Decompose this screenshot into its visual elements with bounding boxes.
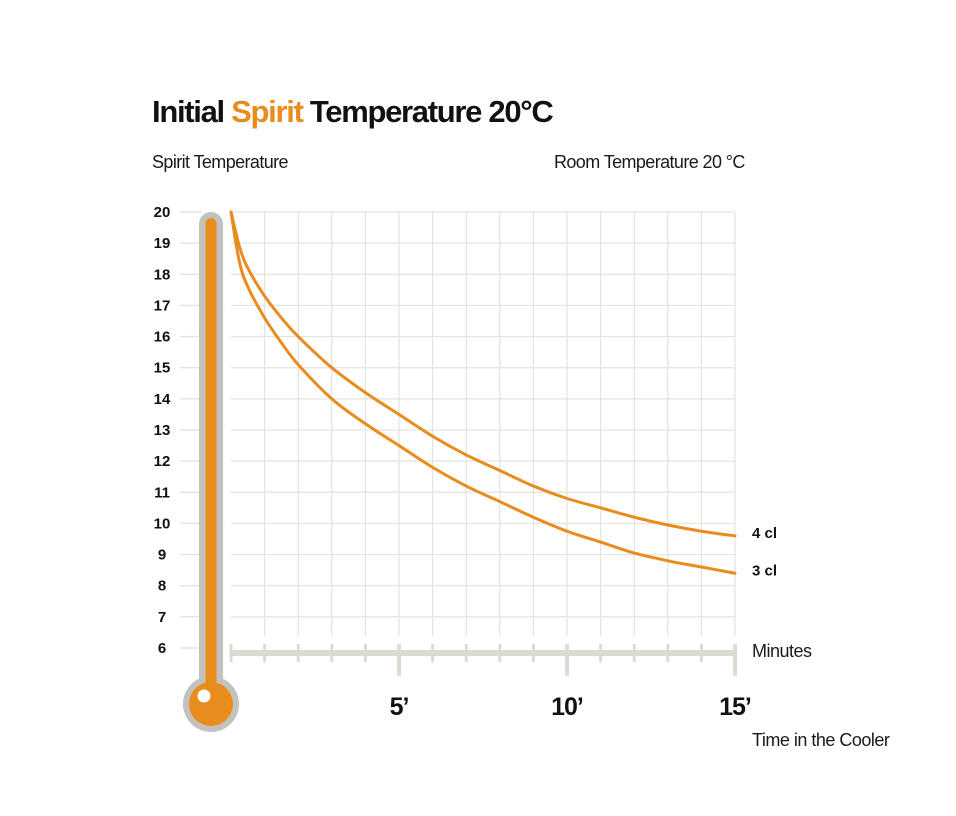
y-tick-label: 18 xyxy=(154,266,171,283)
y-tick-label: 19 xyxy=(154,235,171,252)
title-part-2: Temperature 20°C xyxy=(302,94,554,129)
thermometer-bulb xyxy=(189,682,233,726)
y-axis-ticks: 20 19 18 17 16 15 14 13 12 11 10 9 8 7 6 xyxy=(154,204,171,657)
thermometer-mercury xyxy=(205,218,217,698)
title-part-1: Initial xyxy=(152,94,232,129)
x-axis-unit-label: Minutes xyxy=(752,641,812,661)
y-tick-label: 17 xyxy=(154,297,171,314)
y-tick-label: 12 xyxy=(154,453,171,470)
y-tick-label: 8 xyxy=(158,578,166,595)
y-tick-label: 14 xyxy=(154,391,171,408)
x-tick-label: 15’ xyxy=(719,693,751,721)
y-tick-label: 20 xyxy=(154,204,171,221)
series-line-4-cl xyxy=(229,210,737,538)
y-tick-label: 7 xyxy=(158,609,166,626)
x-tick-label: 10’ xyxy=(551,693,583,721)
y-tick-label: 11 xyxy=(154,484,170,501)
y-axis-title: Spirit Temperature xyxy=(152,152,289,172)
room-temperature-note: Room Temperature 20 °C xyxy=(554,152,745,172)
series-group: 4 cl 3 cl xyxy=(229,210,777,579)
thermometer-highlight xyxy=(197,689,211,703)
y-tick-label: 9 xyxy=(158,547,166,564)
x-axis-title: Time in the Cooler xyxy=(752,730,890,750)
y-tick-label: 6 xyxy=(158,640,166,657)
series-label-3-cl: 3 cl xyxy=(752,562,777,579)
chart-title: Initial Spirit Temperature 20°C xyxy=(152,94,554,130)
y-tick-label: 10 xyxy=(154,515,171,532)
y-tick-label: 15 xyxy=(154,360,171,377)
grid xyxy=(180,211,736,649)
x-axis: 5’ 10’ 15’ xyxy=(229,644,752,721)
thermometer-icon xyxy=(183,212,239,732)
series-label-4-cl: 4 cl xyxy=(752,525,777,542)
series-line-3-cl xyxy=(229,210,737,575)
y-tick-label: 16 xyxy=(154,329,171,346)
y-tick-label: 13 xyxy=(154,422,171,439)
title-accent-word: Spirit xyxy=(231,94,304,129)
x-tick-label: 5’ xyxy=(390,693,409,721)
